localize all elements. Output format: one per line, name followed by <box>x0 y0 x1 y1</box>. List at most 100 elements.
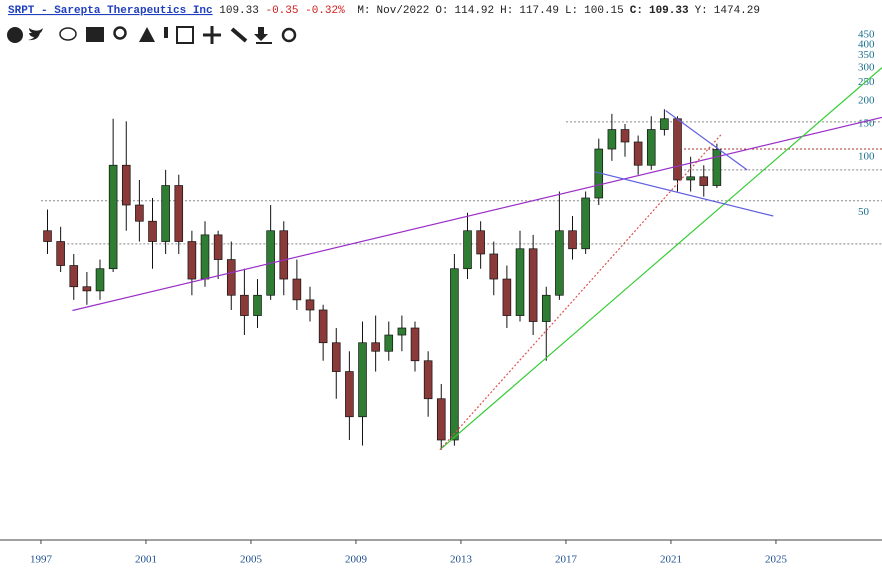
candle-body <box>463 230 472 270</box>
header-label: C: <box>630 5 643 17</box>
candle-body <box>95 268 105 292</box>
candle-body <box>305 299 315 311</box>
header-label: O: <box>435 5 448 17</box>
calendar-icon[interactable] <box>176 26 194 44</box>
y-tick-label: 50 <box>858 206 870 218</box>
candle-body <box>187 241 197 280</box>
comment-icon[interactable] <box>59 27 77 41</box>
candle-body <box>108 164 118 270</box>
candle-body <box>620 129 630 143</box>
candle-body <box>646 129 656 166</box>
candle-body <box>318 309 328 344</box>
header-label: H: <box>500 5 513 17</box>
trend-line <box>439 134 722 451</box>
candle-body <box>384 334 394 352</box>
candle-body <box>410 327 420 362</box>
candle-body <box>56 241 65 266</box>
header-value: 117.49 <box>519 5 559 17</box>
header: SRPT - Sarepta Therapeutics Inc 109.33 -… <box>8 5 760 17</box>
change-pct: -0.32% <box>305 5 345 17</box>
x-tick-label: 2025 <box>765 554 788 566</box>
y-tick-label: 450 <box>858 29 875 41</box>
y-tick-label: 400 <box>858 38 875 50</box>
x-tick-label: 1997 <box>30 554 53 566</box>
dashboard-icon[interactable] <box>7 27 23 43</box>
candle-body <box>541 294 551 322</box>
candle-body <box>528 248 538 322</box>
candle-body <box>607 129 617 150</box>
candle-body <box>568 230 577 250</box>
candle-body <box>397 327 407 336</box>
candle-body <box>371 342 380 352</box>
candle-body <box>436 398 446 441</box>
candle-body <box>200 234 210 280</box>
candle-body <box>292 278 302 301</box>
list-icon[interactable] <box>86 27 104 42</box>
x-tick-label: 2021 <box>660 554 682 566</box>
y-tick-label: 100 <box>858 150 875 162</box>
y-tick-label: 350 <box>858 49 875 61</box>
candle-body <box>423 360 433 400</box>
candle-body <box>279 230 289 280</box>
candle-body <box>555 230 564 296</box>
symbol-link[interactable]: SRPT - Sarepta Therapeutics Inc <box>8 5 213 17</box>
candle-body <box>82 286 92 292</box>
header-value: 114.92 <box>455 5 495 17</box>
exclaim-icon[interactable] <box>164 27 168 38</box>
candle-body <box>515 248 525 316</box>
move-icon[interactable] <box>203 26 221 44</box>
y-tick-label: 200 <box>858 94 875 106</box>
x-tick-label: 2017 <box>555 554 578 566</box>
candle-body <box>174 185 184 242</box>
header-value: 100.15 <box>584 5 624 17</box>
candle-body <box>686 176 695 181</box>
download-icon[interactable] <box>254 27 272 44</box>
x-tick-label: 2001 <box>135 554 157 566</box>
x-tick-label: 2013 <box>450 554 473 566</box>
candle-body <box>161 185 170 242</box>
trend-line <box>439 66 882 451</box>
candle-body <box>489 253 499 280</box>
candle-body <box>43 230 52 242</box>
change: -0.35 <box>265 5 298 17</box>
y-tick-label: 300 <box>858 62 875 74</box>
alert-icon[interactable] <box>139 27 155 42</box>
candle-body <box>673 118 682 181</box>
candle-body <box>450 268 459 441</box>
link-icon[interactable] <box>230 27 248 43</box>
candle-body <box>476 230 485 255</box>
candle-body <box>358 342 367 418</box>
x-tick-label: 2009 <box>345 554 368 566</box>
last-price: 109.33 <box>219 5 259 17</box>
x-tick-label: 2005 <box>240 554 263 566</box>
search-icon[interactable] <box>113 26 127 40</box>
candle-body <box>345 371 354 418</box>
trend-line <box>594 171 774 217</box>
header-items: M: Nov/2022 O: 114.92 H: 117.49 L: 100.15 C: 109.… <box>357 5 760 17</box>
twitter-icon[interactable] <box>28 28 43 41</box>
candle-body <box>581 197 590 250</box>
candle-body <box>502 278 512 316</box>
trend-line <box>665 110 748 171</box>
candle-body <box>121 164 131 206</box>
header-value: 1474.29 <box>714 5 760 17</box>
candle-body <box>633 141 643 166</box>
candle-body <box>240 294 249 316</box>
candle-body <box>135 204 144 222</box>
candle-body <box>699 176 709 186</box>
candle-body <box>148 220 157 242</box>
header-label: L: <box>565 5 578 17</box>
header-value: Nov/2022 <box>377 5 430 17</box>
candle-body <box>253 294 262 316</box>
toolbar <box>7 26 297 44</box>
header-value: 109.33 <box>649 5 689 17</box>
candle-body <box>69 265 79 288</box>
header-label: M: <box>357 5 370 17</box>
candle-body <box>331 342 341 372</box>
candle-body <box>660 118 669 130</box>
candle-body <box>226 259 236 296</box>
candle-body <box>213 234 223 260</box>
refresh-icon[interactable] <box>281 27 297 43</box>
